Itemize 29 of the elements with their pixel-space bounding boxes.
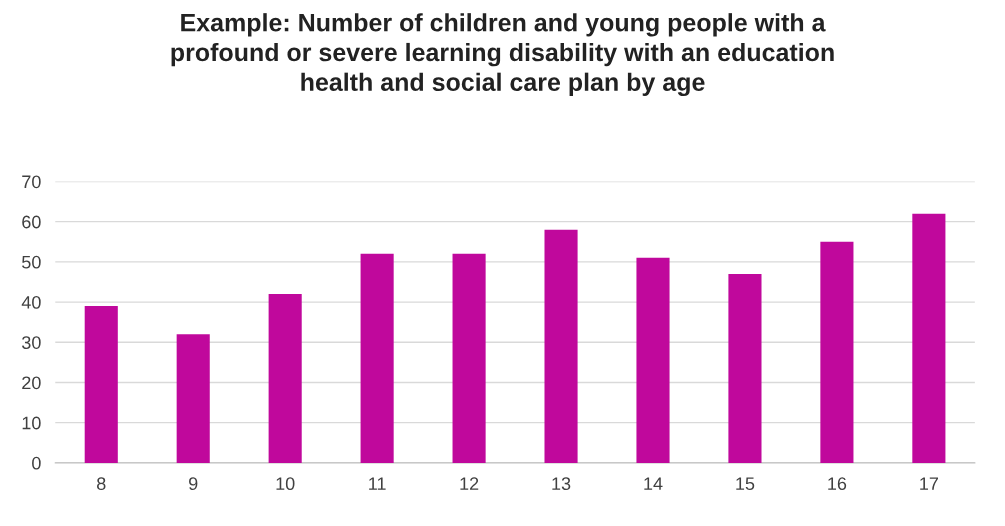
bar bbox=[544, 229, 578, 463]
bar bbox=[268, 294, 302, 463]
bar bbox=[84, 306, 118, 463]
bar bbox=[820, 241, 854, 463]
bar bbox=[452, 253, 486, 463]
x-tick-label: 13 bbox=[552, 477, 571, 491]
x-tick-label: 14 bbox=[644, 477, 663, 490]
y-tick-label: 70 bbox=[22, 175, 41, 189]
y-tick-label: 0 bbox=[32, 456, 41, 470]
bar bbox=[176, 334, 210, 463]
chart-title: Example: Number of children and young people with a profound or severe learning disability with an education health and social care plan by age bbox=[171, 13, 834, 97]
bar bbox=[728, 273, 762, 463]
x-tick-label: 10 bbox=[276, 477, 295, 491]
x-tick-label: 17 bbox=[920, 477, 939, 490]
y-tick-label: 50 bbox=[22, 255, 41, 269]
bar bbox=[636, 257, 670, 463]
x-tick-label: 12 bbox=[460, 477, 479, 490]
x-tick-label: 15 bbox=[736, 477, 755, 491]
y-tick-label: 60 bbox=[22, 215, 41, 229]
y-tick-label: 30 bbox=[21, 336, 41, 349]
y-tick-label: 20 bbox=[22, 376, 41, 390]
bar bbox=[912, 213, 946, 463]
x-tick-label: 16 bbox=[828, 477, 847, 491]
y-tick-label: 40 bbox=[21, 296, 41, 309]
bar bbox=[360, 253, 394, 463]
x-tick-label: 9 bbox=[189, 477, 198, 491]
x-tick-label: 8 bbox=[97, 477, 106, 491]
y-tick-label: 10 bbox=[22, 416, 41, 430]
x-tick-label: 11 bbox=[369, 477, 386, 490]
